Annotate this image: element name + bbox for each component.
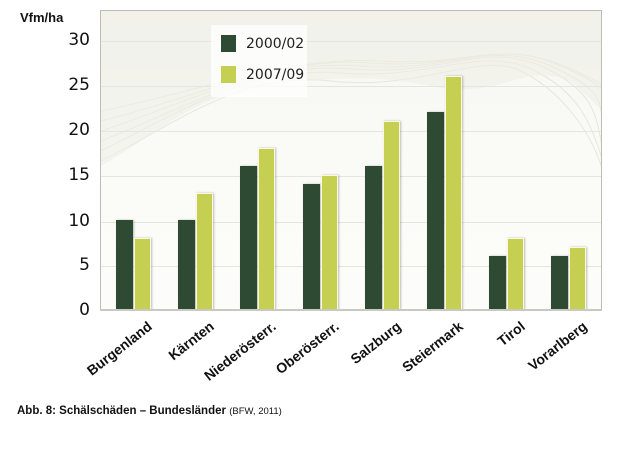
x-tick-label: Salzburg [347, 318, 404, 368]
bar-2000-02 [489, 256, 507, 310]
bar-2000-02 [302, 184, 320, 310]
bar-2007-09 [382, 121, 400, 310]
bar-2007-09 [445, 76, 462, 310]
gridline-25 [101, 86, 601, 87]
bar-2000-02 [116, 220, 133, 310]
bar-2000-02 [240, 166, 258, 310]
legend-swatch-dark-green [221, 35, 236, 52]
y-tick-label: 5 [79, 255, 90, 275]
legend-label: 2000/02 [246, 35, 305, 52]
x-axis-baseline [100, 309, 602, 311]
y-tick-label: 30 [68, 30, 90, 50]
legend-swatch-light-green [221, 66, 236, 83]
caption-title: Abb. 8: Schälschäden – Bundesländer [17, 405, 226, 417]
bar-2000-02 [364, 166, 382, 310]
legend: 2000/02 2007/09 [211, 25, 307, 97]
gridline-10 [101, 222, 601, 223]
y-axis-unit-label: Vfm/ha [20, 10, 64, 25]
y-tick-label: 0 [79, 300, 90, 320]
bar-2007-09 [258, 148, 276, 310]
figure-caption: Abb. 8: Schälschäden – Bundesländer (BFW… [17, 405, 282, 417]
legend-item-2000-02: 2000/02 [221, 35, 304, 52]
bar-2007-09 [134, 238, 151, 310]
gridline-15 [101, 176, 601, 177]
y-tick-label: 25 [68, 75, 90, 95]
bar-2007-09 [320, 175, 338, 310]
x-tick-label: Vorarlberg [525, 318, 591, 374]
y-tick-label: 10 [68, 211, 90, 231]
y-tick-label: 20 [68, 120, 90, 140]
plot-area: 2000/02 2007/09 [100, 10, 602, 310]
y-tick-label: 15 [68, 165, 90, 185]
bar-2007-09 [569, 247, 587, 310]
gridline-20 [101, 131, 601, 132]
bar-2007-09 [507, 238, 525, 310]
x-tick-label: Oberösterr. [272, 318, 342, 378]
x-tick-label: Steiermark [398, 318, 466, 376]
bar-2000-02 [178, 220, 196, 310]
x-tick-label: Niederösterr. [201, 318, 280, 384]
legend-item-2007-09: 2007/09 [221, 66, 304, 83]
x-tick-label: Tirol [494, 318, 529, 350]
gridline-5 [101, 266, 601, 267]
gridline-30 [101, 41, 601, 42]
bar-2000-02 [427, 112, 444, 310]
caption-source: (BFW, 2011) [229, 406, 282, 417]
x-tick-label: Kärnten [165, 318, 218, 364]
bar-2007-09 [196, 193, 214, 310]
legend-label: 2007/09 [246, 66, 305, 83]
x-tick-label: Burgenland [83, 318, 155, 379]
bar-2000-02 [551, 256, 569, 310]
